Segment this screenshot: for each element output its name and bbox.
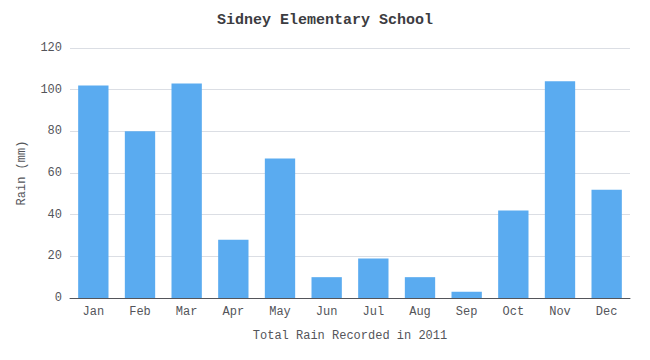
svg-text:May: May bbox=[269, 305, 291, 319]
svg-text:Mar: Mar bbox=[176, 305, 198, 319]
svg-text:Sep: Sep bbox=[456, 305, 478, 319]
svg-text:20: 20 bbox=[48, 249, 62, 263]
svg-text:Oct: Oct bbox=[503, 305, 525, 319]
svg-text:Sidney Elementary School: Sidney Elementary School bbox=[217, 12, 433, 29]
svg-text:Dec: Dec bbox=[596, 305, 618, 319]
svg-text:60: 60 bbox=[48, 166, 62, 180]
svg-text:Total Rain Recorded in 2011: Total Rain Recorded in 2011 bbox=[253, 329, 447, 343]
svg-text:Jun: Jun bbox=[316, 305, 338, 319]
svg-text:40: 40 bbox=[48, 208, 62, 222]
svg-text:Jul: Jul bbox=[363, 305, 385, 319]
svg-text:Nov: Nov bbox=[549, 305, 571, 319]
svg-text:0: 0 bbox=[55, 291, 62, 305]
svg-text:Apr: Apr bbox=[223, 305, 245, 319]
svg-text:Jan: Jan bbox=[83, 305, 105, 319]
svg-text:80: 80 bbox=[48, 124, 62, 138]
svg-text:Aug: Aug bbox=[409, 305, 431, 319]
svg-text:100: 100 bbox=[40, 83, 62, 97]
svg-text:120: 120 bbox=[40, 41, 62, 55]
svg-text:Feb: Feb bbox=[129, 305, 151, 319]
svg-text:Rain (mm): Rain (mm) bbox=[15, 141, 29, 206]
